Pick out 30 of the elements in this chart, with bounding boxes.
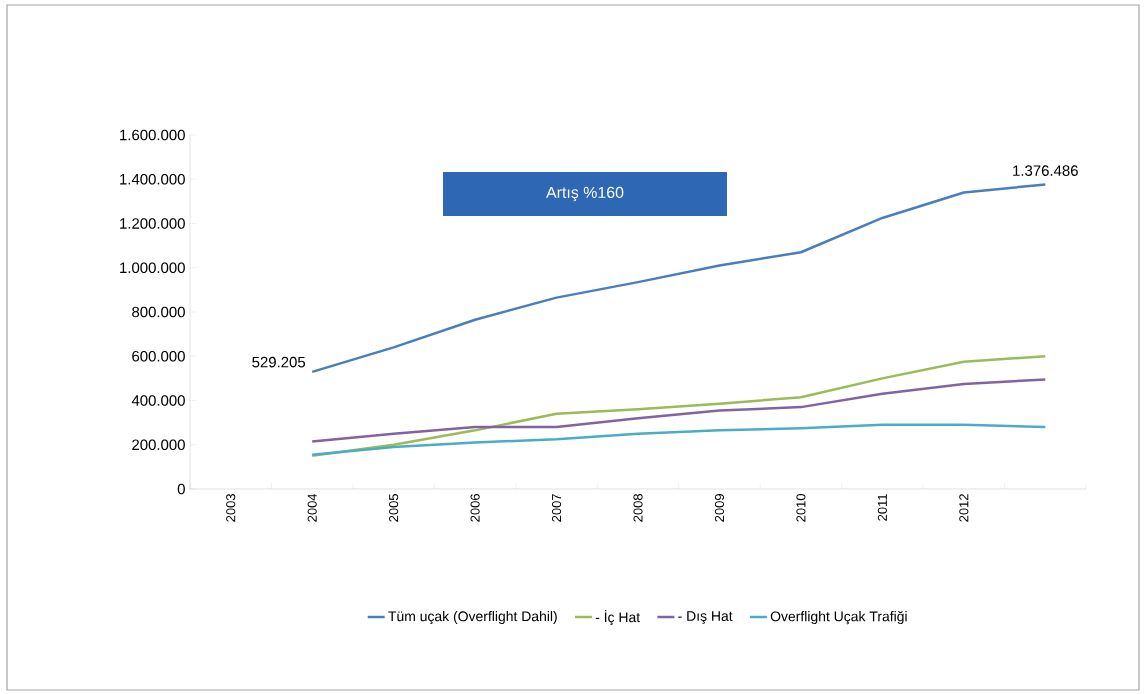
line-series	[310, 354, 1047, 458]
x-tick-label: 2006	[470, 494, 480, 522]
y-tick-label: 400.000	[131, 395, 185, 406]
line-series	[310, 378, 1047, 443]
y-tick-label: 600.000	[132, 350, 185, 362]
x-tick-label: 2004	[307, 493, 317, 522]
annotation: Artış %160	[546, 186, 624, 202]
x-tick-label: 2005	[389, 494, 399, 522]
line-series	[310, 183, 1047, 374]
y-tick-label: 1.400.000	[120, 173, 185, 185]
x-tick-label: 2009	[714, 494, 725, 522]
legend-label: - Dış Hat	[678, 611, 733, 624]
y-tick-label: 0	[177, 483, 185, 495]
line-series	[310, 423, 1047, 456]
y-tick-label: 800.000	[132, 306, 185, 318]
x-tick-label: 2012	[959, 494, 969, 522]
data-label: 529.205	[252, 356, 306, 368]
x-tick-label: 2010	[796, 494, 806, 522]
legend-label: Tüm uçak (Overflight Dahil)	[388, 610, 557, 625]
y-tick-label: 1.200.000	[120, 218, 185, 229]
data-label: 1.376.486	[1013, 165, 1078, 176]
y-tick-label: 1.000.000	[120, 262, 185, 274]
y-tick-label: 200.000	[132, 439, 185, 451]
x-tick-label: 2011	[877, 494, 887, 521]
x-tick-label: 2003	[226, 494, 236, 522]
legend-label: - İç Hat	[595, 609, 641, 626]
legend-label: Overflight Uçak Trafiği	[770, 610, 907, 625]
y-tick-label: 1.600.000	[120, 129, 185, 141]
x-tick-label: 2008	[633, 494, 643, 522]
x-tick-label: 2007	[551, 494, 562, 522]
